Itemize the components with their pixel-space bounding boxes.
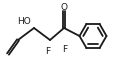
Text: O: O xyxy=(61,3,67,11)
Text: HO: HO xyxy=(17,17,31,27)
Text: F: F xyxy=(62,45,67,54)
Text: F: F xyxy=(45,48,51,57)
